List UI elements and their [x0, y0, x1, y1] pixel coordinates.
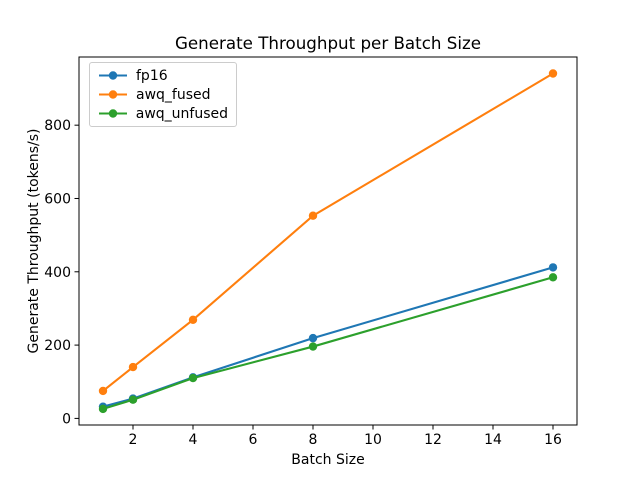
x-tick-label: 10: [364, 432, 382, 448]
legend-line-marker-icon: [99, 71, 127, 80]
y-tick-label: 800: [44, 118, 71, 134]
y-tick-label: 0: [62, 411, 71, 427]
legend: fp16 awq_fused awq_unfused: [89, 62, 237, 127]
y-tick-label: 200: [44, 338, 71, 354]
series-marker-awq_fused: [98, 386, 108, 396]
series-marker-awq_fused: [128, 362, 138, 372]
y-axis-label: Generate Throughput (tokens/s): [26, 128, 42, 354]
x-tick-label: 6: [249, 432, 258, 448]
x-tick-label: 4: [189, 432, 198, 448]
series-marker-awq_unfused: [98, 404, 108, 414]
series-marker-awq_unfused: [548, 273, 558, 282]
legend-sample-marker: [108, 71, 118, 80]
series-marker-fp16: [548, 263, 558, 272]
legend-label-fp16: fp16: [136, 67, 168, 84]
legend-label-awq_fused: awq_fused: [136, 86, 211, 103]
legend-sample-marker: [108, 109, 118, 118]
series-line-awq_unfused: [101, 276, 555, 410]
y-tick-label: 400: [44, 265, 71, 281]
legend-line-marker-icon: [99, 90, 127, 99]
series-marker-awq_fused: [188, 315, 198, 325]
series-marker-fp16: [308, 333, 318, 343]
legend-item-awq_unfused: awq_unfused: [98, 104, 228, 123]
legend-item-awq_fused: awq_fused: [98, 85, 228, 104]
legend-item-fp16: fp16: [98, 66, 228, 85]
x-tick-label: 8: [309, 432, 318, 448]
legend-label-awq_unfused: awq_unfused: [135, 105, 228, 122]
series-marker-awq_unfused: [188, 373, 198, 383]
series-marker-awq_fused: [308, 211, 318, 220]
x-tick-label: 16: [544, 432, 562, 448]
legend-line-marker-icon: [99, 109, 127, 118]
x-axis-label: Batch Size: [291, 452, 365, 468]
x-tick-label: 14: [484, 432, 502, 448]
legend-sample-marker: [108, 90, 118, 99]
x-tick-label: 12: [424, 432, 442, 448]
series-marker-awq_fused: [548, 69, 558, 78]
x-tick-label: 2: [129, 432, 138, 448]
y-tick-label: 600: [44, 191, 71, 207]
series-marker-awq_unfused: [128, 395, 138, 404]
series-marker-awq_unfused: [308, 342, 318, 351]
chart-title: Generate Throughput per Batch Size: [174, 33, 482, 53]
axes-spines: [78, 56, 578, 426]
